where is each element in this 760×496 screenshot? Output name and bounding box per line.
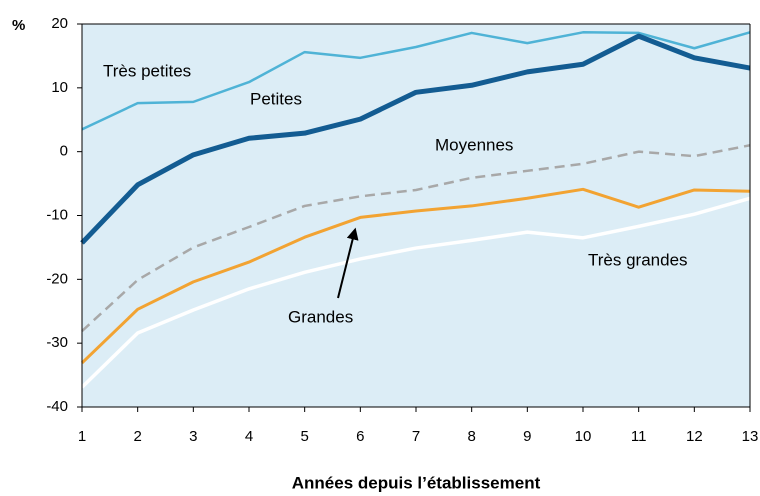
- series-label: Très petites: [103, 61, 191, 80]
- y-tick-label: 20: [51, 15, 68, 32]
- y-tick-label: -10: [46, 206, 68, 223]
- x-tick-label: 10: [575, 428, 592, 445]
- x-tick-label: 5: [300, 428, 308, 445]
- y-tick-label: -20: [46, 270, 68, 287]
- x-tick-label: 6: [356, 428, 364, 445]
- x-tick-label: 12: [686, 428, 703, 445]
- series-label: Grandes: [288, 307, 353, 326]
- x-tick-label: 8: [467, 428, 475, 445]
- x-tick-label: 4: [245, 428, 253, 445]
- annotation-arrow: [337, 227, 359, 299]
- y-tick-label: 0: [60, 143, 68, 160]
- x-tick-label: 1: [78, 428, 86, 445]
- x-tick-label: 9: [523, 428, 531, 445]
- x-tick-label: 11: [631, 428, 647, 445]
- plot-area: [82, 24, 750, 407]
- series-line: [81, 144, 751, 332]
- x-tick-label: 7: [412, 428, 420, 445]
- series-label: Très grandes: [588, 250, 688, 269]
- series-line: [81, 31, 751, 131]
- series-line: [80, 187, 751, 365]
- plot-content: [80, 31, 751, 389]
- x-tick-label: 3: [189, 428, 197, 445]
- y-tick-label: 10: [51, 79, 68, 96]
- y-tick-label: -30: [46, 334, 68, 351]
- series-label: Moyennes: [435, 135, 513, 154]
- series-line: [80, 196, 751, 389]
- series-line: [80, 33, 751, 245]
- x-axis-label: Années depuis l’établissement: [292, 473, 541, 492]
- x-tick-label: 2: [133, 428, 141, 445]
- series-label: Petites: [250, 89, 302, 108]
- x-tick-label: 13: [742, 428, 759, 445]
- y-unit-label: %: [12, 17, 25, 34]
- y-tick-label: -40: [46, 398, 68, 415]
